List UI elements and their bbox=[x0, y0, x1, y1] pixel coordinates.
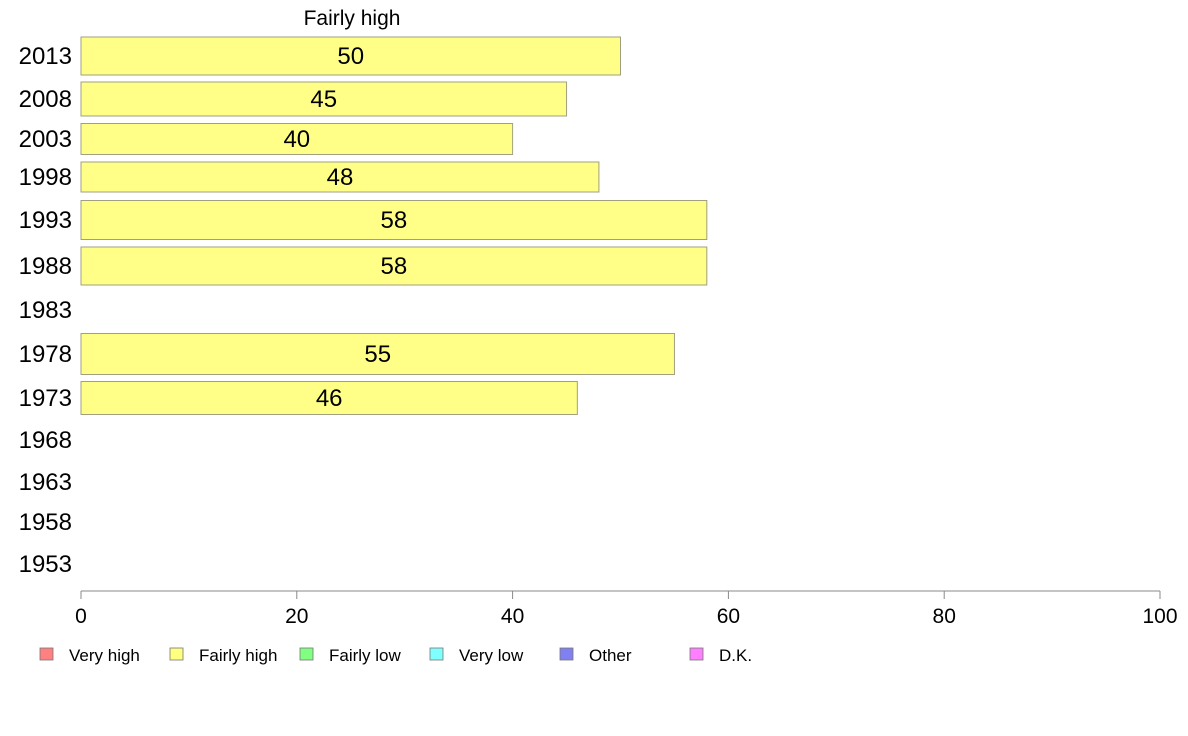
x-tick-label: 0 bbox=[75, 605, 87, 628]
data-label: 58 bbox=[381, 253, 408, 280]
legend-label: Very low bbox=[459, 646, 524, 665]
x-tick-label: 80 bbox=[933, 605, 956, 628]
category-label: 1988 bbox=[19, 253, 72, 280]
legend-swatch bbox=[299, 647, 314, 661]
category-label: 1958 bbox=[19, 509, 72, 536]
category-label: 2003 bbox=[19, 126, 72, 153]
data-label: 46 bbox=[316, 385, 343, 412]
bar bbox=[80, 81, 568, 117]
bar bbox=[80, 333, 675, 375]
data-label: 45 bbox=[310, 86, 337, 113]
bar bbox=[80, 200, 708, 240]
category-label: 1983 bbox=[19, 297, 72, 324]
category-labels: 2013 2008 2003 1998 1993 1988 1983 1978 1973 1968… bbox=[19, 43, 72, 578]
legend: Very high Fairly high Fairly low Very low Ot… bbox=[39, 646, 752, 665]
legend-swatch bbox=[429, 647, 444, 661]
category-label: 1968 bbox=[19, 427, 72, 454]
chart-title: Fairly high bbox=[304, 7, 401, 30]
bar bbox=[80, 161, 600, 193]
legend-swatch bbox=[169, 647, 184, 661]
legend-label: Fairly low bbox=[329, 646, 402, 665]
bar bbox=[80, 381, 578, 415]
data-label: 50 bbox=[337, 43, 364, 70]
category-label: 1953 bbox=[19, 551, 72, 578]
category-label: 1998 bbox=[19, 164, 72, 191]
category-label: 2013 bbox=[19, 43, 72, 70]
data-label: 48 bbox=[327, 164, 354, 191]
data-label: 40 bbox=[283, 126, 310, 153]
x-tick-label: 60 bbox=[717, 605, 740, 628]
bar bbox=[80, 246, 708, 286]
x-tick-label: 20 bbox=[285, 605, 308, 628]
legend-label: Other bbox=[589, 646, 632, 665]
data-label: 58 bbox=[381, 207, 408, 234]
x-axis: 0 20 40 60 80 100 bbox=[75, 590, 1178, 628]
category-label: 1973 bbox=[19, 385, 72, 412]
category-label: 1963 bbox=[19, 469, 72, 496]
legend-swatch bbox=[559, 647, 574, 661]
x-tick-label: 40 bbox=[501, 605, 524, 628]
legend-label: Very high bbox=[69, 646, 140, 665]
legend-label: Fairly high bbox=[199, 646, 277, 665]
category-label: 1978 bbox=[19, 341, 72, 368]
bar bbox=[80, 36, 621, 76]
x-tick-label: 100 bbox=[1142, 605, 1177, 628]
bar bbox=[80, 123, 514, 155]
category-label: 1993 bbox=[19, 207, 72, 234]
legend-swatch bbox=[39, 647, 54, 661]
category-label: 2008 bbox=[19, 86, 72, 113]
data-label: 55 bbox=[364, 341, 391, 368]
legend-swatch bbox=[689, 647, 704, 661]
legend-label: D.K. bbox=[719, 646, 752, 665]
